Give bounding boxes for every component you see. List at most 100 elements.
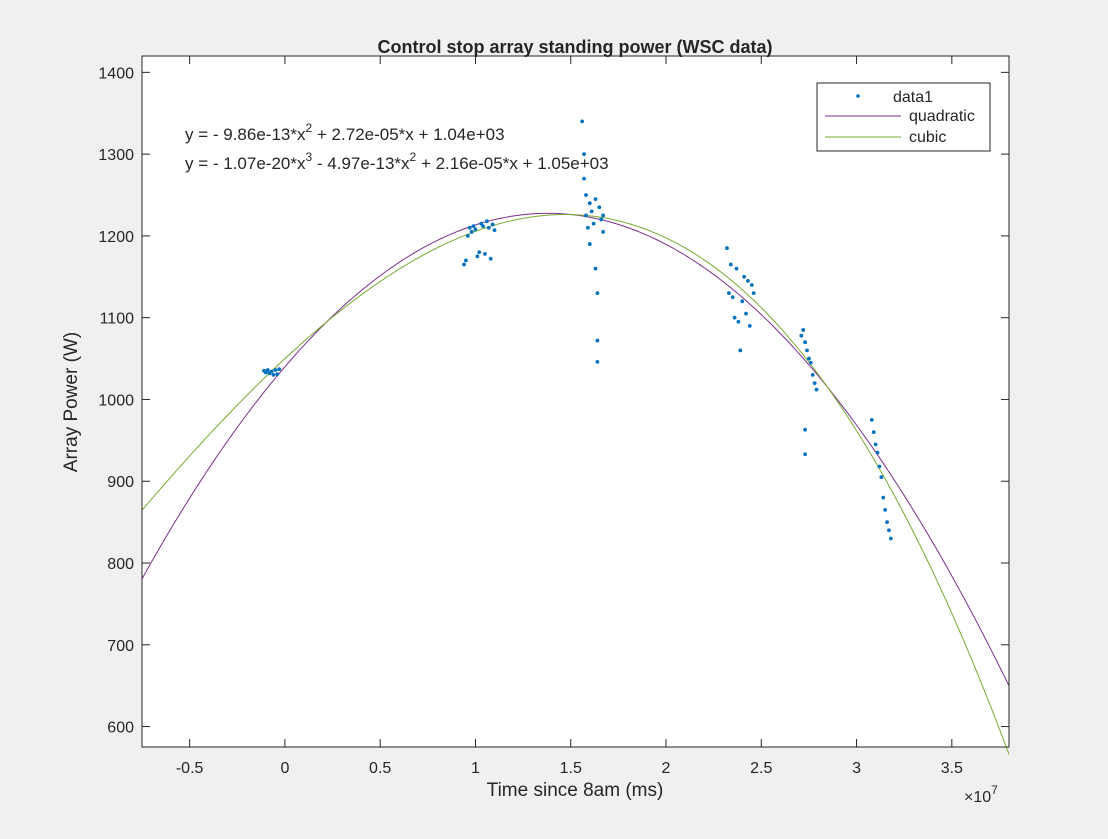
x-tick-label: 1 (471, 760, 480, 777)
x-tick-label: 1.5 (560, 760, 582, 777)
data-point (273, 368, 278, 372)
data-point (888, 536, 893, 541)
data-point (484, 219, 489, 224)
data-point (584, 213, 588, 218)
data-point (801, 328, 806, 332)
y-tick-label: 1300 (98, 147, 134, 164)
data-point (595, 338, 600, 343)
data-point (746, 278, 750, 283)
data-point (871, 430, 876, 435)
data-point (492, 228, 497, 233)
x-tick-label: 2 (662, 760, 671, 777)
data-point (808, 360, 813, 365)
y-tick-label: 1200 (98, 229, 134, 246)
cubic-eq-exponent: 3 (306, 150, 313, 164)
data-point (595, 291, 600, 296)
data-point (799, 333, 804, 338)
data-point (584, 193, 588, 197)
cubic-equation: y = - 1.07e-20*x3 - 4.97e-13*x2 + 2.16e-… (185, 150, 609, 173)
data-point (599, 217, 604, 222)
data-point (732, 315, 737, 320)
fit-curves (141, 212, 1010, 755)
y-tick-label: 700 (107, 638, 134, 655)
data-point (744, 311, 748, 316)
data-point (803, 452, 808, 457)
data-point (580, 119, 585, 124)
data-point (814, 387, 819, 392)
data-point (879, 475, 884, 480)
y-tick-label: 1000 (98, 392, 134, 409)
cubic-fit-line (141, 214, 1010, 755)
y-tick-label: 900 (107, 474, 134, 491)
data-point (585, 225, 590, 230)
data-point (483, 252, 487, 256)
data-point (587, 201, 592, 206)
y-axis-label: Array Power (W) (61, 332, 82, 472)
data-point (464, 258, 468, 263)
y-tick-label: 1100 (100, 311, 135, 328)
data-point (587, 242, 592, 246)
data-point (873, 442, 878, 447)
data-point (807, 356, 811, 361)
data-point (488, 256, 493, 261)
legend-quadratic-label: quadratic (909, 108, 975, 125)
x-exponent-base: ×10 (964, 789, 991, 806)
x-exponent-label: ×107 (964, 783, 998, 806)
x-tick-label: 0.5 (369, 760, 391, 777)
data-point (475, 254, 480, 259)
data-point (725, 246, 729, 251)
x-axis-ticks: -0.5 0 0.5 1 1.5 2 2.5 3 3.5 (176, 56, 963, 777)
data-point (473, 227, 478, 232)
data-point (885, 520, 889, 525)
data-point (469, 229, 474, 234)
data-point (877, 464, 882, 469)
x-tick-label: 2.5 (750, 760, 772, 777)
data-point (275, 372, 280, 377)
quadratic-eq-exponent: 2 (306, 121, 313, 135)
data-point (486, 225, 491, 230)
data-point (810, 373, 815, 377)
data-point (601, 213, 606, 218)
axes-box (141, 55, 1010, 748)
data-point (734, 266, 739, 271)
quadratic-eq-part: y = - 9.86e-13*x (185, 125, 306, 144)
y-tick-label: 1400 (98, 65, 134, 82)
cubic-eq-part: + 2.16e-05*x + 1.05e+03 (416, 154, 608, 173)
data-point (728, 262, 733, 267)
legend-cubic-label: cubic (909, 129, 946, 146)
cubic-eq-part: y = - 1.07e-20*x (185, 154, 306, 173)
data-point (751, 291, 756, 296)
data-point (747, 323, 752, 328)
y-axis-ticks: 600 700 800 900 1000 1100 1200 1300 1400 (98, 65, 1009, 737)
y-tick-label: 600 (107, 720, 134, 737)
quadratic-eq-part: + 2.72e-05*x + 1.04e+03 (312, 125, 504, 144)
data-points (262, 119, 893, 541)
x-tick-label: 3 (852, 760, 861, 777)
data-point (591, 221, 596, 226)
x-tick-label: 0 (280, 760, 289, 777)
data-point (582, 152, 586, 157)
axes-background (142, 56, 1009, 747)
data-point (881, 495, 886, 500)
x-exponent-power: 7 (991, 783, 998, 797)
data-point (740, 299, 745, 304)
legend-data1-label: data1 (893, 89, 933, 106)
data-point (812, 381, 817, 385)
data-point (462, 262, 466, 267)
data-point (265, 368, 270, 372)
legend[interactable]: data1 quadratic cubic (816, 82, 991, 152)
data-point (490, 222, 495, 227)
data-point (738, 348, 743, 353)
data-point (277, 367, 282, 372)
legend-data1-marker (856, 94, 860, 98)
chart-title: Control stop array standing power (WSC d… (377, 37, 772, 57)
data-point (271, 373, 276, 377)
data-point (869, 418, 874, 422)
data-point (736, 319, 741, 324)
cubic-eq-part: - 4.97e-13*x (312, 154, 410, 173)
data-point (887, 528, 891, 533)
data-point (742, 274, 747, 279)
data-point (477, 250, 482, 255)
